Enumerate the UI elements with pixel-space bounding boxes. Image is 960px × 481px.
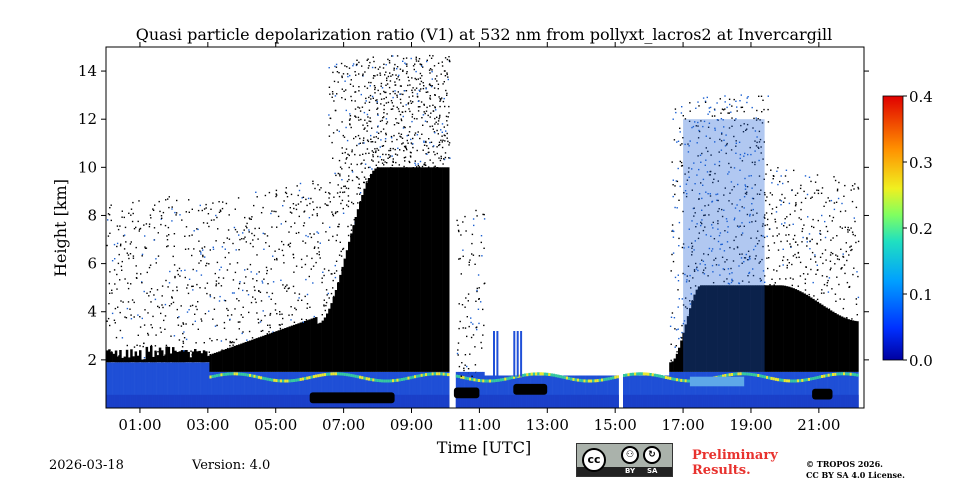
heatmap-layer	[106, 54, 860, 408]
cc-sa-label: SA	[647, 467, 658, 475]
y-tick-label: 10	[78, 158, 97, 176]
sa-share-icon: ↻	[643, 446, 661, 464]
colorbar-tick-label: 0.2	[909, 220, 933, 238]
preliminary-note: Preliminary Results.	[692, 448, 778, 478]
x-tick-label: 17:00	[661, 416, 704, 434]
footer-date: 2026-03-18	[49, 458, 124, 473]
x-tick-label: 11:00	[458, 416, 501, 434]
y-tick-label: 4	[87, 303, 97, 321]
x-tick-label: 13:00	[526, 416, 569, 434]
cc-icon: cc	[582, 448, 606, 472]
colorbar-tick-label: 0.1	[909, 286, 933, 304]
y-tick-label: 8	[87, 206, 97, 224]
x-tick-label: 21:00	[797, 416, 840, 434]
preliminary-line1: Preliminary	[692, 448, 778, 463]
x-tick-label: 07:00	[322, 416, 365, 434]
x-axis-label: Time [UTC]	[437, 438, 531, 457]
plot-frame	[105, 46, 865, 409]
y-axis-label: Height [km]	[51, 179, 70, 277]
colorbar-tick-label: 0.0	[909, 352, 933, 370]
colorbar-tick-label: 0.4	[909, 88, 933, 106]
y-axis: 2 4 6 8 10 12 14	[78, 62, 869, 369]
copyright-line2: CC BY SA 4.0 License.	[806, 470, 905, 480]
cc-license-badge[interactable]: cc ⚇ ↻ BY SA	[576, 443, 673, 477]
x-tick-label: 09:00	[390, 416, 433, 434]
x-tick-label: 03:00	[186, 416, 229, 434]
y-tick-label: 12	[78, 110, 97, 128]
cc-by-label: BY	[625, 467, 636, 475]
by-person-icon: ⚇	[621, 446, 639, 464]
x-tick-label: 15:00	[594, 416, 637, 434]
y-tick-label: 2	[87, 351, 97, 369]
chart-title: Quasi particle depolarization ratio (V1)…	[136, 25, 833, 44]
x-tick-label: 19:00	[729, 416, 772, 434]
footer-version: Version: 4.0	[192, 458, 271, 473]
copyright-line1: © TROPOS 2026.	[806, 459, 883, 469]
colorbar-axis: 0.0 0.1 0.2 0.3 0.4	[903, 88, 933, 370]
x-tick-label: 01:00	[118, 416, 161, 434]
y-tick-label: 14	[78, 62, 97, 80]
cc-badge-bar	[577, 467, 672, 476]
x-tick-label: 05:00	[254, 416, 297, 434]
preliminary-line2: Results.	[692, 463, 751, 478]
copyright-note: © TROPOS 2026. CC BY SA 4.0 License.	[806, 459, 905, 481]
x-axis: 01:00 03:00 05:00 07:00 09:00 11:00 13:00 15:00…	[118, 42, 840, 434]
colorbar-tick-label: 0.3	[909, 154, 933, 172]
colorbar	[882, 95, 904, 361]
y-tick-label: 6	[87, 255, 97, 273]
